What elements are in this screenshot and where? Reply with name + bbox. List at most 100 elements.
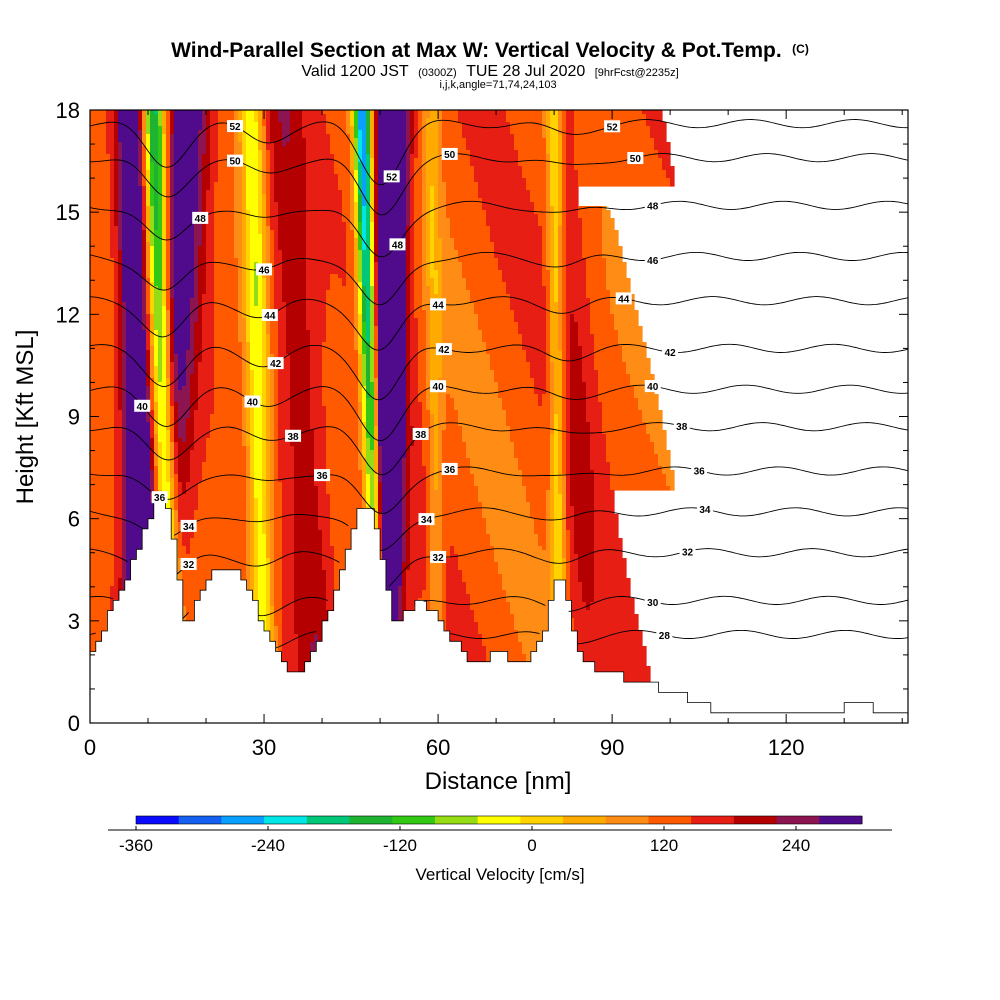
field-cell [558,298,563,303]
field-cell [90,126,107,131]
field-cell [566,182,579,187]
field-cell [562,350,567,355]
field-cell [194,414,211,419]
field-cell [566,202,579,207]
field-cell [558,338,563,343]
field-cell [274,454,279,459]
field-cell [594,334,619,339]
field-cell [426,262,431,267]
field-cell [246,122,259,127]
field-cell [170,262,175,267]
field-cell [510,126,543,131]
field-cell [290,426,311,431]
field-cell [378,266,407,271]
field-cell [534,390,547,395]
field-cell [174,354,179,359]
field-cell [442,374,495,379]
field-cell [214,202,235,207]
field-cell [190,394,199,399]
field-cell [266,254,271,259]
field-cell [458,418,507,423]
field-cell [550,190,559,195]
field-cell [162,222,167,227]
field-cell [430,226,435,231]
field-cell [154,358,159,363]
field-cell [266,282,271,287]
field-cell [414,242,423,247]
field-cell [126,382,147,387]
field-cell [234,190,243,195]
field-cell [198,246,207,251]
field-cell [258,118,263,123]
field-cell [542,226,547,231]
field-cell [550,250,555,255]
field-cell [550,230,555,235]
field-cell [126,414,147,419]
field-cell [202,118,207,123]
field-cell [246,338,251,343]
field-cell [250,446,255,451]
field-cell [374,418,379,423]
field-cell [194,350,203,355]
field-cell [170,198,175,203]
field-cell [254,298,259,303]
field-cell [210,158,219,163]
field-cell [418,342,427,347]
field-cell [150,414,155,419]
field-cell [442,442,467,447]
field-cell [554,230,559,235]
field-cell [362,154,367,159]
field-cell [110,222,115,227]
field-cell [166,438,171,443]
field-cell [638,406,659,411]
field-cell [410,122,415,127]
field-cell [550,330,559,335]
field-cell [278,434,291,439]
field-cell [446,418,459,423]
field-cell [378,162,407,167]
field-cell [430,274,439,279]
field-cell [366,430,375,435]
field-cell [566,238,583,243]
field-cell [458,410,507,415]
field-cell [246,242,251,247]
field-cell [206,282,215,287]
field-cell [286,306,307,311]
field-cell [170,186,175,191]
field-cell [166,450,171,455]
field-cell [206,218,215,223]
field-cell [354,258,359,263]
field-cell [366,406,375,411]
field-cell [346,258,355,263]
field-cell [354,314,359,319]
field-cell [266,182,271,187]
field-cell [514,138,547,143]
field-cell [90,182,111,187]
field-cell [146,214,151,219]
field-cell [586,398,599,403]
field-cell [214,406,243,411]
field-cell [198,270,207,275]
field-cell [354,186,359,191]
field-cell [238,114,243,119]
field-cell [494,246,543,251]
field-cell [562,378,567,383]
field-cell [158,354,163,359]
field-cell [150,478,155,483]
field-cell [358,126,367,131]
field-cell [122,154,139,159]
field-cell [426,242,431,247]
field-cell [254,438,263,443]
field-cell [150,186,155,191]
field-cell [442,258,459,263]
field-cell [346,226,351,231]
field-cell [566,282,587,287]
field-cell [362,478,367,483]
field-cell [362,286,367,291]
field-cell [142,294,147,299]
field-cell [374,442,379,447]
field-cell [422,114,431,119]
field-cell [174,438,183,443]
field-cell [362,230,367,235]
field-cell [250,414,255,419]
